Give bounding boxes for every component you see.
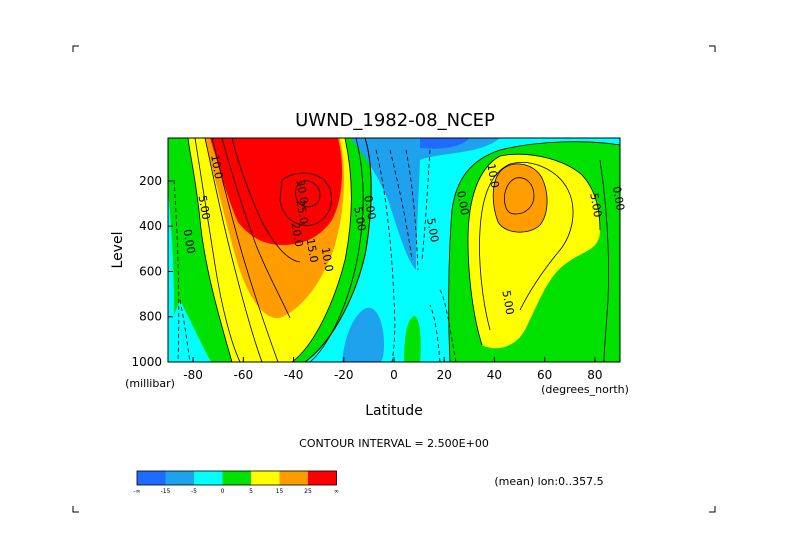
contour-label: 10.0 [319,246,336,272]
contour-label: 0.00 [361,194,378,220]
contour-lines [173,138,620,362]
contour-label: 15.0 [304,237,321,263]
colorbar-tick-label: -5 [191,488,197,495]
colorbar-swatch [165,471,194,485]
contour-field [168,138,620,362]
contour-label: 5.00 [196,194,213,220]
x-axis-title: Latitude [365,403,423,419]
contour-label: 0.00 [454,190,471,216]
contour-label: 5.00 [351,206,368,232]
x-tick-label: 80 [587,368,602,382]
colorbar-frame [136,470,337,486]
contour-label: 30.0 [293,179,310,205]
colorbar-swatch [251,471,280,485]
fill-red-sh [210,138,343,245]
x-tick-label: 0 [390,368,398,382]
x-unit-label: (degrees_north) [541,383,629,396]
contour-labels: 30.025.020.015.010.010.05.000.005.000.00… [180,154,626,316]
fill-dark-blue-top [420,138,470,149]
x-tick-label: 40 [487,368,502,382]
fill-orange-nh [493,163,548,233]
contour-label: 5.00 [587,192,604,218]
fill-blue-top [352,138,500,270]
contour-label: 0.00 [180,228,197,254]
contour-label: 5.00 [499,289,516,315]
colorbar-tick-label: -∞ [133,488,140,495]
colorbar-tick-label: -15 [161,488,171,495]
colorbar-tick-label: 25 [304,488,312,495]
colorbar-swatch [137,471,166,485]
contour-label: 10.0 [484,163,501,189]
y-unit-label: (millibar) [125,377,175,390]
x-tick-label: -80 [183,368,203,382]
contour-label: 5.00 [424,217,441,243]
fill-green-eq [404,316,421,362]
y-tick-label: 200 [139,174,162,188]
colorbar-tick-label: 15 [276,488,284,495]
fill-blue-low [342,307,384,362]
contour-label: 25.0 [293,199,310,225]
x-tick-label: 20 [437,368,452,382]
contour-interval-label: CONTOUR INTERVAL = 2.500E+00 [299,437,489,450]
y-tick-label: 1000 [131,355,162,369]
corner-marks [72,45,716,513]
chart-title: UWND_1982-08_NCEP [295,110,495,131]
y-axis-title: Level [110,232,126,269]
x-tick-label: 60 [537,368,552,382]
x-axis: -80 -60 -40 -20 0 20 40 60 80 [183,357,603,382]
colorbar-swatch [194,471,223,485]
colorbar-swatch [308,471,337,485]
colorbar-swatch [279,471,308,485]
x-tick-label: -20 [334,368,354,382]
colorbar-tick-label: 5 [249,488,253,495]
y-tick-label: 400 [139,219,162,233]
x-tick-label: -60 [234,368,254,382]
contour-label: 20.0 [288,221,305,247]
colorbar-swatch [222,471,251,485]
contour-label: 10.0 [208,154,225,180]
mean-longitude-label: (mean) lon:0..357.5 [494,475,603,488]
y-tick-label: 600 [139,264,162,278]
colorbar: -∞ -15 -5 0 5 15 25 ∞ [133,470,339,495]
y-axis: 200 400 600 800 1000 [131,174,173,369]
colorbar-tick-label: 0 [221,488,225,495]
colorbar-tick-label: ∞ [334,488,339,495]
y-tick-label: 800 [139,310,162,324]
contour-label: 0.00 [610,185,627,211]
x-tick-label: -40 [284,368,304,382]
